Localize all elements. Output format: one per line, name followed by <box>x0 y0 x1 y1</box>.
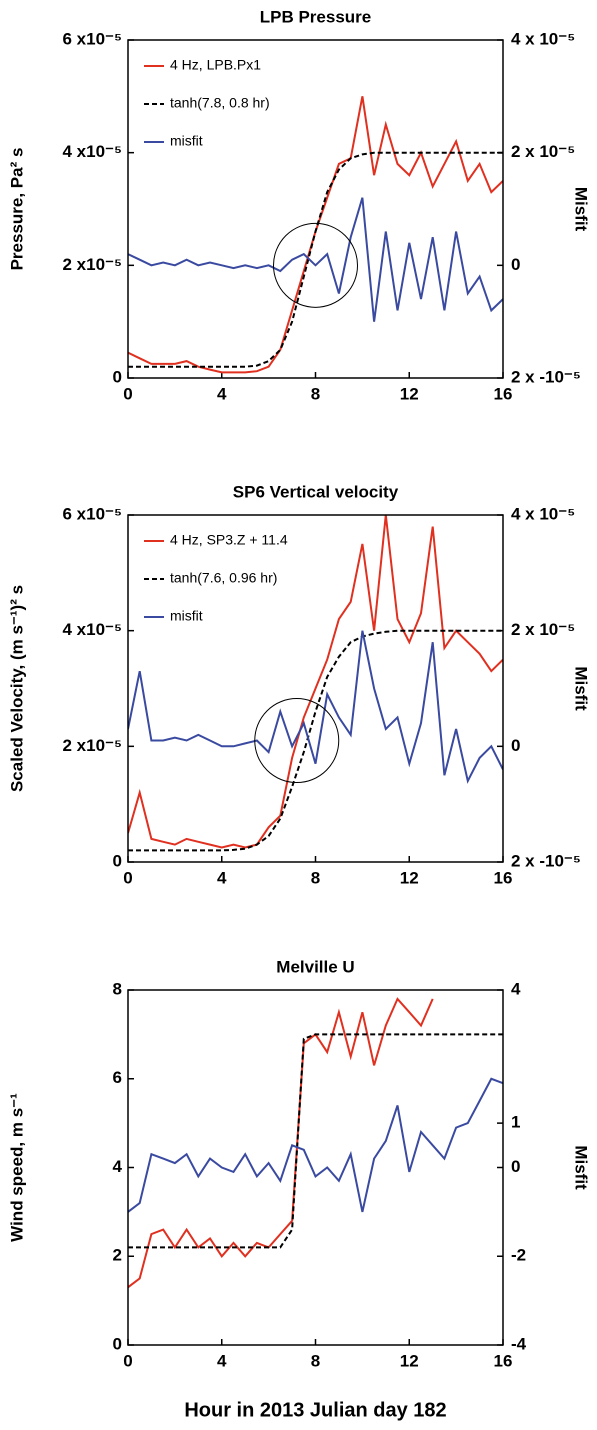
y-axis-label: Pressure, Pa² s <box>7 148 26 271</box>
series-line <box>128 629 503 852</box>
y-axis-label: Wind speed, m s⁻¹ <box>7 1093 26 1242</box>
x-tick-label: 16 <box>494 384 513 403</box>
plot-area <box>128 515 503 852</box>
series-line <box>128 151 503 368</box>
series-line <box>128 197 503 322</box>
x-tick-label: 4 <box>217 868 227 887</box>
y2-tick-label: 2 x 10⁻⁵ <box>511 142 575 161</box>
highlight-circle <box>254 698 340 784</box>
series-line <box>128 515 503 849</box>
plot-frame <box>127 39 504 379</box>
x-tick-label: 4 <box>217 384 227 403</box>
y2-tick-label: 2 x -10⁻⁵ <box>511 851 581 870</box>
y2-axis-label: Misfit <box>572 187 591 232</box>
y2-tick-label: 0 <box>511 255 520 274</box>
y2-tick-label: 2 x -10⁻⁵ <box>511 367 581 386</box>
legend-label: tanh(7.6, 0.96 hr) <box>170 570 277 586</box>
y-tick-label: 2 x10⁻⁵ <box>63 255 123 274</box>
y-tick-label: 4 x10⁻⁵ <box>63 142 123 161</box>
legend-label: misfit <box>170 608 203 624</box>
x-tick-label: 16 <box>494 1351 513 1370</box>
y-tick-label: 0 <box>113 1334 122 1353</box>
y-tick-label: 2 x10⁻⁵ <box>63 736 123 755</box>
x-tick-label: 12 <box>400 1351 419 1370</box>
y-axis-label: Scaled Velocity, (m s⁻¹)² s <box>7 585 26 792</box>
y-tick-label: 6 <box>113 1068 122 1087</box>
x-tick-label: 8 <box>311 868 320 887</box>
x-axis-label: Hour in 2013 Julian day 182 <box>184 1399 446 1421</box>
x-tick-label: 12 <box>400 384 419 403</box>
y2-axis-label: Misfit <box>572 666 591 711</box>
chart-title: Melville U <box>276 957 354 976</box>
legend-label: 4 Hz, LPB.Px1 <box>170 57 261 73</box>
y-tick-label: 2 <box>113 1246 122 1265</box>
x-tick-label: 0 <box>123 1351 132 1370</box>
series-line <box>128 997 434 1289</box>
plot-area <box>128 997 503 1289</box>
y-tick-label: 0 <box>113 367 122 386</box>
y-tick-label: 4 x10⁻⁵ <box>63 620 123 639</box>
series-line <box>128 630 503 784</box>
y2-tick-label: -2 <box>511 1246 526 1265</box>
legend-label: misfit <box>170 133 203 149</box>
y-tick-label: 6 x10⁻⁵ <box>63 504 123 523</box>
x-tick-label: 8 <box>311 384 320 403</box>
y-tick-label: 6 x10⁻⁵ <box>63 29 123 48</box>
x-tick-label: 4 <box>217 1351 227 1370</box>
y2-tick-label: 2 x 10⁻⁵ <box>511 620 575 639</box>
highlight-circle <box>273 222 358 308</box>
series-line <box>128 1033 503 1249</box>
y2-tick-label: 4 x 10⁻⁵ <box>511 504 575 523</box>
y2-tick-label: 0 <box>511 736 520 755</box>
chart-title: SP6 Vertical velocity <box>233 482 399 501</box>
y2-tick-label: -4 <box>511 1334 527 1353</box>
x-tick-label: 8 <box>311 1351 320 1370</box>
y2-tick-label: 4 <box>511 979 521 998</box>
plot-frame <box>127 989 504 1346</box>
plot-area <box>128 96 503 374</box>
y2-tick-label: 1 <box>511 1113 520 1132</box>
y2-tick-label: 0 <box>511 1157 520 1176</box>
legend-label: tanh(7.8, 0.8 hr) <box>170 95 270 111</box>
x-tick-label: 0 <box>123 868 132 887</box>
x-tick-label: 0 <box>123 384 132 403</box>
y2-tick-label: 4 x 10⁻⁵ <box>511 29 575 48</box>
y-tick-label: 0 <box>113 851 122 870</box>
plot-frame <box>127 514 504 863</box>
legend-label: 4 Hz, SP3.Z + 11.4 <box>170 532 288 548</box>
y-tick-label: 8 <box>113 979 122 998</box>
y-tick-label: 4 <box>113 1157 123 1176</box>
chart-title: LPB Pressure <box>260 7 372 26</box>
series-line <box>128 1077 503 1213</box>
x-tick-label: 12 <box>400 868 419 887</box>
x-tick-label: 16 <box>494 868 513 887</box>
y2-axis-label: Misfit <box>572 1145 591 1190</box>
